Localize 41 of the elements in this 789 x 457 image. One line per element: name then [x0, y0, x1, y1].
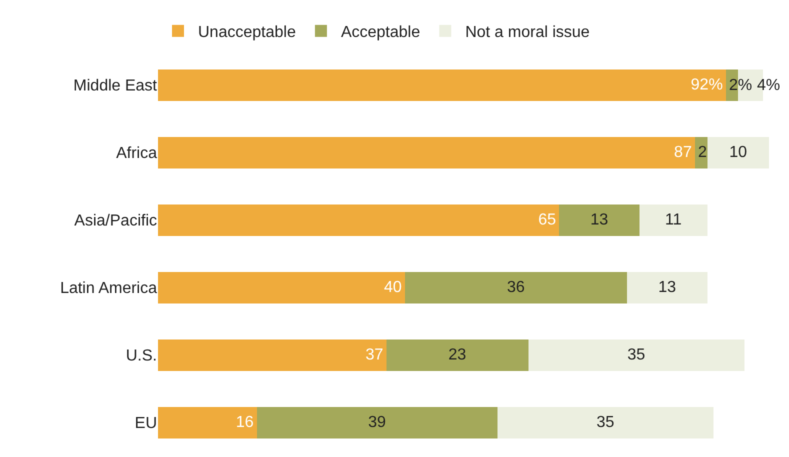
data-label: 16: [236, 414, 254, 432]
bar: [559, 204, 640, 236]
data-label: 40: [384, 279, 402, 296]
data-label: 35: [596, 414, 614, 432]
bar: [158, 204, 560, 236]
data-label: 92%: [690, 76, 723, 94]
y-tick-label: Asia/Pacific: [74, 212, 157, 230]
y-tick-label: U.S.: [126, 348, 157, 365]
bar: [158, 136, 695, 168]
data-label: 13: [658, 279, 676, 296]
data-label: 23: [448, 346, 466, 364]
bar: [528, 339, 744, 371]
y-tick-label: EU: [134, 415, 157, 432]
data-label: 13: [590, 212, 608, 229]
bar: [639, 204, 708, 236]
data-label: 36: [507, 279, 525, 296]
legend-label: Not a moral issue: [465, 24, 590, 42]
data-label: 39: [368, 414, 386, 432]
bar: [627, 272, 708, 304]
data-label: 87: [674, 144, 692, 162]
legend-label: Acceptable: [340, 24, 420, 42]
y-tick-label: Middle East: [73, 78, 158, 95]
bar: [158, 406, 257, 438]
data-label: 11: [664, 212, 682, 229]
bar: [386, 339, 528, 371]
data-label: 65: [538, 212, 556, 229]
y-tick-label: Latin America: [60, 280, 158, 298]
bar: [256, 406, 498, 438]
data-label: 10: [729, 144, 748, 162]
bar: [158, 339, 386, 371]
data-label: 37: [365, 346, 384, 364]
data-label: 2: [698, 144, 707, 161]
bar: [158, 272, 405, 304]
bar: [707, 136, 769, 168]
bar: [404, 272, 628, 304]
bar: [158, 69, 726, 101]
y-tick-label: Africa: [116, 145, 158, 162]
data-label: 4%: [757, 77, 780, 94]
legend-label: Unacceptable: [198, 24, 296, 42]
data-label: 35: [627, 346, 646, 364]
bar: [497, 406, 714, 438]
